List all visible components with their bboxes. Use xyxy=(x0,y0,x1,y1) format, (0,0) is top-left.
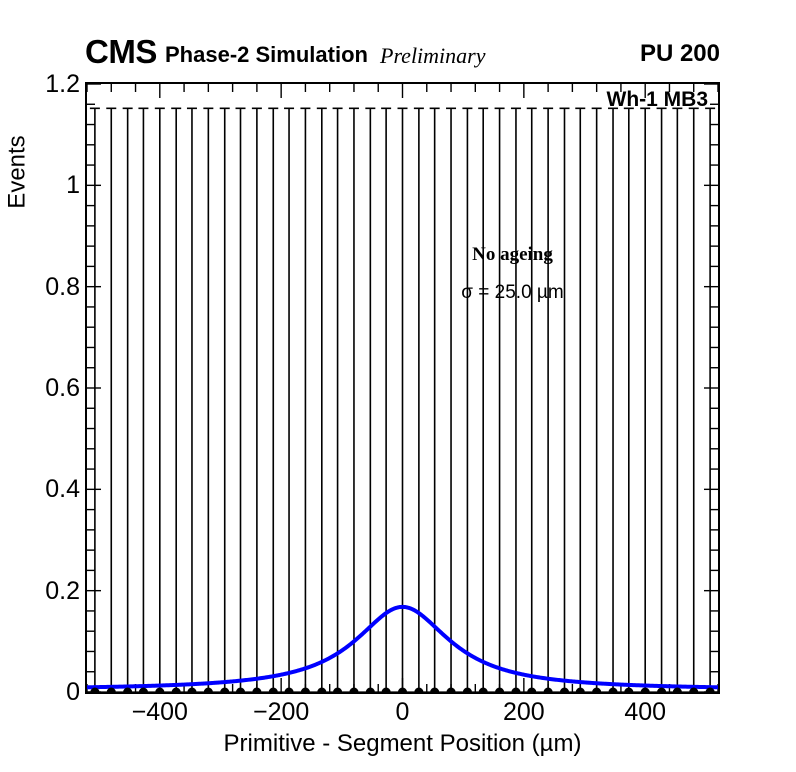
data-point xyxy=(106,687,116,692)
x-axis-title: Primitive - Segment Position (µm) xyxy=(223,730,582,757)
data-point xyxy=(203,687,213,692)
y-axis-tick-labels: 0 0.2 0.4 0.6 0.8 1 1.2 xyxy=(4,0,80,772)
data-point xyxy=(155,687,165,692)
region-label: Wh-1 MB3 xyxy=(606,88,709,111)
data-point xyxy=(640,687,650,692)
preliminary-label: Preliminary xyxy=(380,43,486,68)
data-point xyxy=(414,687,424,692)
data-point xyxy=(608,687,618,692)
error-bars xyxy=(89,107,716,692)
data-point xyxy=(511,687,521,692)
x-tick-label: 200 xyxy=(502,698,545,726)
data-point xyxy=(689,687,699,692)
data-point xyxy=(317,687,327,692)
data-point xyxy=(220,687,230,692)
y-tick-label: 0.8 xyxy=(45,272,80,301)
cms-logo: CMS xyxy=(85,33,157,70)
y-tick-label: 0.2 xyxy=(45,576,80,605)
data-point xyxy=(187,687,197,692)
data-point xyxy=(657,687,667,692)
data-point xyxy=(284,687,294,692)
data-point xyxy=(446,687,456,692)
data-point xyxy=(527,687,537,692)
data-point xyxy=(365,687,375,692)
sigma-resolution-label: σ = 25.0 µm xyxy=(461,282,564,303)
x-tick-label: −400 xyxy=(131,698,188,726)
data-point xyxy=(543,687,553,692)
plot-frame: Wh-1 MB3 No ageing σ = 25.0 µm xyxy=(85,82,720,694)
data-point xyxy=(268,687,278,692)
data-point xyxy=(171,687,181,692)
plot-graphics xyxy=(87,84,718,692)
y-tick-label: 0.4 xyxy=(45,475,80,504)
pileup-label: PU 200 xyxy=(639,40,720,67)
data-point xyxy=(672,687,682,692)
simulation-label: Phase-2 Simulation xyxy=(165,42,368,67)
data-point xyxy=(252,687,262,692)
data-point xyxy=(90,687,100,692)
data-point xyxy=(592,687,602,692)
data-point xyxy=(333,687,343,692)
y-tick-label: 1.2 xyxy=(45,70,80,98)
y-tick-label: 1 xyxy=(66,171,80,200)
data-point xyxy=(575,687,585,692)
data-point xyxy=(430,687,440,692)
data-point xyxy=(624,687,634,692)
data-point xyxy=(138,687,148,692)
data-point xyxy=(381,687,391,692)
data-point xyxy=(495,687,505,692)
x-tick-label: −200 xyxy=(252,698,310,726)
cms-header: CMS Phase-2 Simulation Preliminary PU 20… xyxy=(85,33,720,74)
data-point xyxy=(705,687,715,692)
ageing-label: No ageing xyxy=(472,244,553,265)
fit-curve xyxy=(87,604,718,690)
data-point xyxy=(236,687,246,692)
y-tick-label: 0.6 xyxy=(45,374,80,402)
data-point xyxy=(349,687,359,692)
data-point xyxy=(559,687,569,692)
data-point xyxy=(462,687,472,692)
data-point xyxy=(123,687,133,692)
data-point xyxy=(300,687,310,692)
data-point xyxy=(398,687,407,692)
y-tick-label: 0 xyxy=(66,678,80,706)
x-tick-label: 400 xyxy=(624,698,667,726)
data-markers xyxy=(90,687,715,692)
x-tick-label: 0 xyxy=(395,698,410,726)
data-point xyxy=(478,687,488,692)
